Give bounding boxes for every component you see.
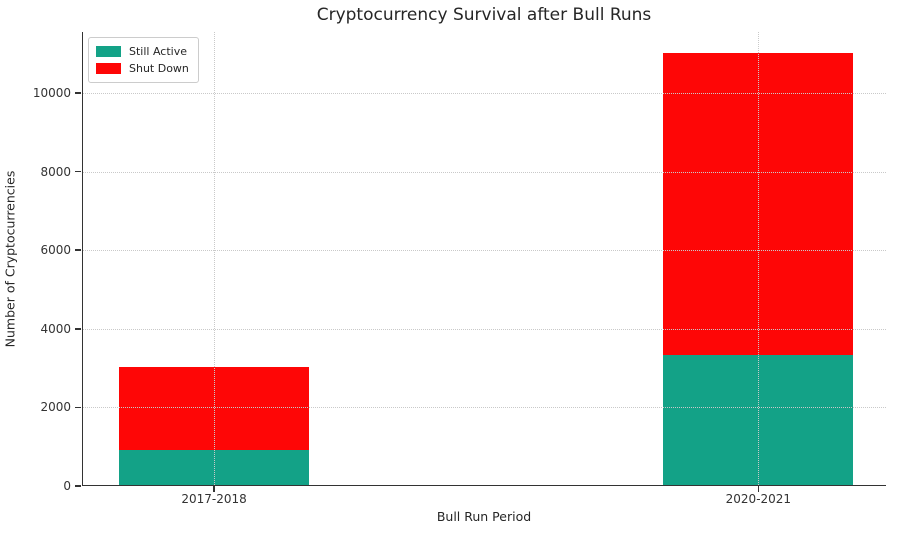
- y-tick-mark: [75, 406, 81, 409]
- y-tick-label: 4000: [40, 321, 71, 336]
- y-tick-mark: [75, 170, 81, 173]
- bar-segment-still-active-2017-2018: [119, 449, 310, 485]
- legend-label: Still Active: [129, 45, 187, 58]
- bar-segment-shut-down-2017-2018: [119, 367, 310, 450]
- x-axis-label: Bull Run Period: [436, 509, 532, 524]
- legend-label: Shut Down: [129, 62, 189, 75]
- y-tick-label: 8000: [40, 164, 71, 179]
- bars-layer: [83, 32, 886, 485]
- legend-swatch-icon: [96, 63, 121, 74]
- x-tick-label: 2020-2021: [725, 492, 792, 506]
- y-tick-label: 2000: [40, 400, 71, 415]
- y-tick-mark: [75, 249, 81, 251]
- y-tick-label: 10000: [32, 85, 71, 100]
- x-tick-label: 2017-2018: [181, 492, 247, 506]
- legend-swatch-icon: [96, 46, 121, 57]
- legend: Still Active Shut Down: [88, 37, 199, 83]
- axis-ticks: 0 2000 4000 6000 8000 10000 2017-2018 2020-2021: [33, 32, 886, 506]
- bar-segment-still-active-2020-2021: [663, 355, 854, 485]
- chart-title: Cryptocurrency Survival after Bull Runs: [316, 5, 652, 25]
- plot-area: 0 2000 4000 6000 8000 10000 2017-2018 2020-2021…: [33, 32, 886, 506]
- bar-segment-shut-down-2020-2021: [663, 52, 854, 356]
- x-tick-mark: [757, 486, 760, 492]
- x-tick-mark: [213, 486, 215, 492]
- y-tick-label: 6000: [40, 243, 71, 258]
- legend-item: Shut Down: [96, 60, 189, 77]
- y-tick-mark: [75, 485, 81, 487]
- y-tick-label: 0: [63, 479, 71, 493]
- y-tick-mark: [75, 92, 81, 94]
- y-tick-mark: [75, 327, 81, 330]
- legend-item: Still Active: [96, 43, 189, 60]
